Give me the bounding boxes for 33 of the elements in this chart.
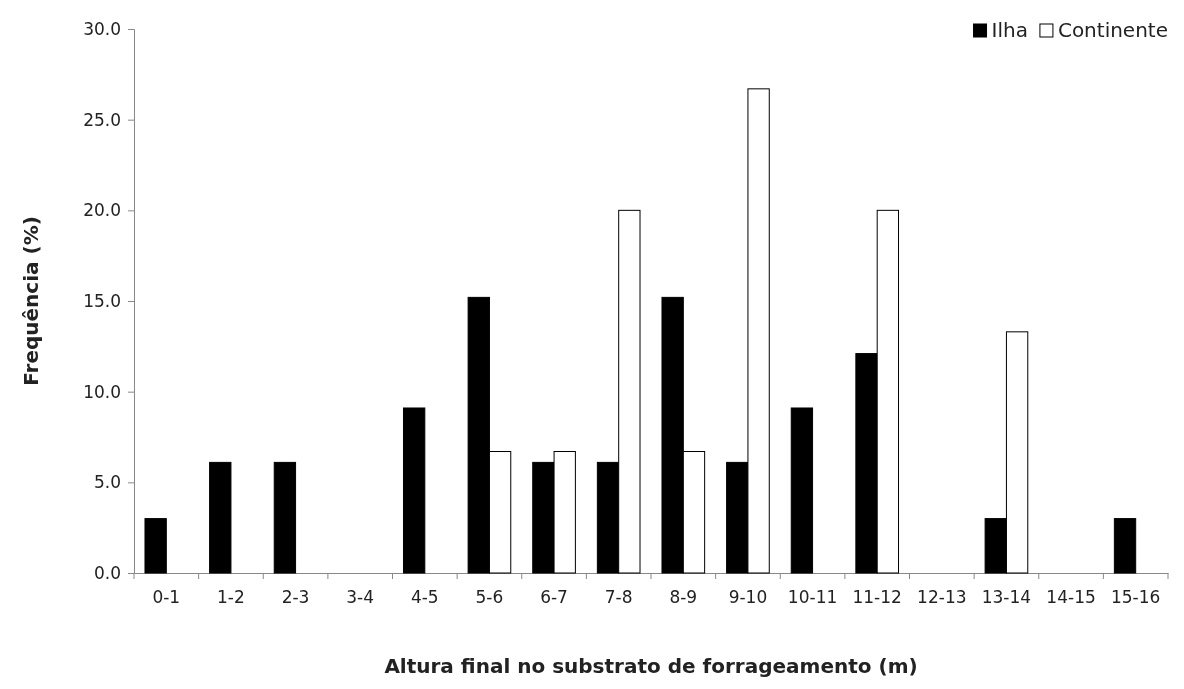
x-tick-label: 11-12 [852, 587, 902, 608]
x-tick-label: 6-7 [540, 587, 568, 608]
y-tick-label: 25.0 [83, 109, 121, 130]
x-tick-label: 4-5 [410, 587, 439, 608]
x-tick-label: 9-10 [728, 587, 768, 608]
bar [273, 461, 297, 574]
x-tick-label: 12-13 [917, 587, 967, 608]
y-tick-label: 0.0 [93, 562, 121, 583]
x-tick-label: 15-16 [1110, 587, 1161, 608]
y-axis-title: Frequência (%) [19, 216, 43, 386]
x-tick-label: 5-6 [475, 587, 504, 608]
bar [402, 407, 426, 574]
x-tick-label: 13-14 [981, 587, 1032, 608]
y-tick-label: 15.0 [83, 290, 121, 311]
x-tick-label: 7-8 [604, 587, 633, 608]
legend-label: Ilha [991, 18, 1028, 42]
legend-label: Continente [1057, 18, 1168, 42]
x-tick-label: 0-1 [152, 587, 181, 608]
x-axis-title: Altura final no substrato de forrageamento (m) [384, 654, 918, 678]
x-tick-label: 10-11 [787, 587, 838, 608]
x-tick-label: 1-2 [217, 587, 245, 608]
x-tick-label: 3-4 [346, 587, 375, 608]
y-tick-label: 10.0 [83, 381, 121, 402]
x-tick-label: 8-9 [669, 587, 698, 608]
bar [790, 407, 814, 574]
x-tick-label: 2-3 [281, 587, 310, 608]
y-tick-label: 5.0 [93, 472, 121, 493]
y-tick-label: 20.0 [83, 200, 121, 221]
bar [144, 518, 167, 574]
bar [209, 461, 232, 574]
bar [1113, 518, 1137, 574]
x-tick-label: 14-15 [1046, 587, 1096, 608]
y-tick-label: 30.0 [83, 18, 121, 39]
